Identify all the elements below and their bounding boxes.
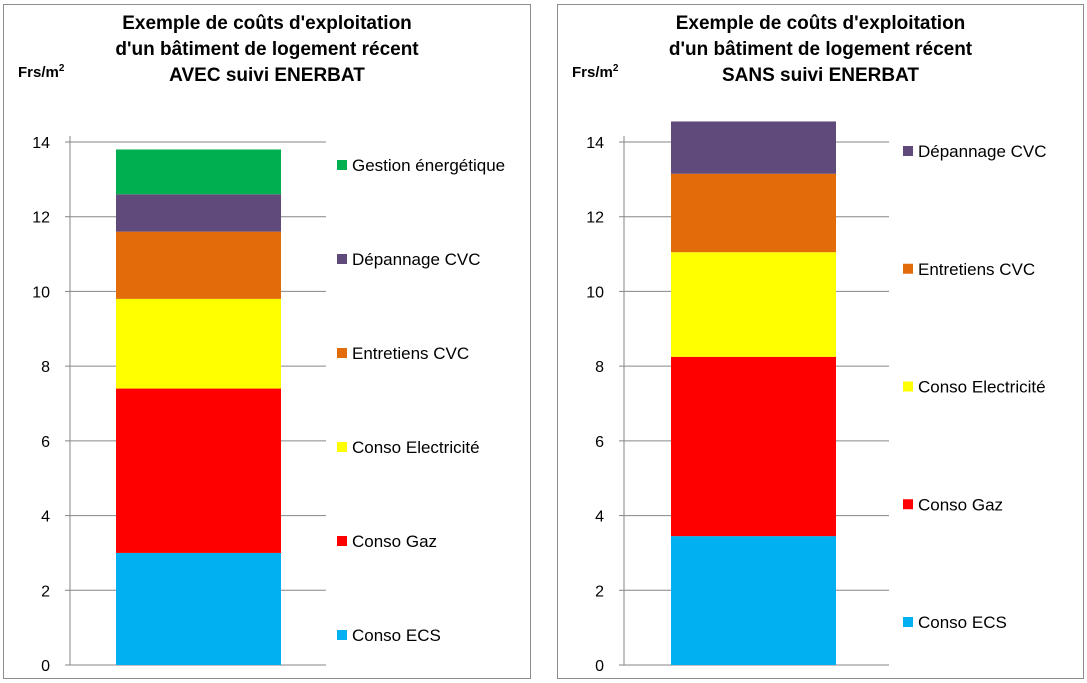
y-tick-label: 6 [41,434,50,451]
y-tick-label: 12 [586,210,604,227]
y-axis-unit: Frs/m2 [572,63,618,81]
chart-title-line-1: Exemple de coûts d'exploitation [122,13,412,34]
bar-segment [671,356,836,537]
legend-label: Conso Electricité [918,378,1046,397]
chart-title-line-2: d'un bâtiment de logement récent [115,39,419,60]
y-tick-label: 6 [595,434,604,451]
legend-swatch [337,254,347,264]
legend-swatch [903,146,913,156]
y-tick-label: 10 [586,284,604,301]
y-tick-label: 8 [595,359,604,376]
y-tick-label: 12 [32,210,50,227]
bar-segment [671,536,836,665]
legend-swatch [337,160,347,170]
chart-title-line-3: AVEC suivi ENERBAT [169,65,365,86]
y-axis-unit-text: Frs/m [18,64,59,81]
y-axis-unit-text: Frs/m [572,64,613,81]
y-tick-label: 2 [595,583,604,600]
chart-title: Exemple de coûts d'exploitation d'un bât… [4,11,530,89]
bar-segment [116,149,281,195]
legend-swatch [337,442,347,452]
legend-label: Dépannage CVC [352,250,481,269]
legend-label: Dépannage CVC [918,142,1047,161]
chart-title: Exemple de coûts d'exploitation d'un bât… [558,11,1083,89]
bar-segment [116,298,281,389]
y-tick-label: 4 [41,509,50,526]
legend-swatch [903,381,913,392]
y-tick-label: 2 [41,583,50,600]
bar-segment [671,121,836,174]
bar-segment [116,231,281,299]
legend-swatch [903,263,913,274]
y-tick-label: 0 [595,658,604,675]
y-tick-label: 8 [41,359,50,376]
legend-label: Conso ECS [918,613,1007,632]
legend-swatch [903,499,913,510]
chart-title-line-1: Exemple de coûts d'exploitation [675,13,966,34]
legend-label: Conso ECS [352,626,441,645]
y-tick-label: 10 [32,284,50,301]
y-tick-label: 14 [586,135,604,152]
y-tick-label: 0 [41,658,50,675]
bar-segment [671,252,836,357]
y-tick-label: 14 [32,135,50,152]
bar-segment [116,388,281,553]
legend-label: Entretiens CVC [918,260,1035,279]
legend-swatch [337,536,347,546]
legend-swatch [337,348,347,358]
legend-label: Conso Gaz [918,495,1003,514]
legend-label: Conso Electricité [352,438,480,457]
stacked-bar-plot-avec: 0 2 4 6 8 10 12 14 Gestion énergétique Dépannage … [32,135,505,675]
chart-title-line-3: SANS suivi ENERBAT [721,65,920,86]
y-tick-label: 4 [595,509,604,526]
legend-label: Entretiens CVC [352,344,469,363]
y-axis-unit-exponent: 2 [612,63,619,74]
legend-swatch [903,617,913,627]
y-axis-unit: Frs/m2 [18,63,64,81]
bar-segment [116,552,281,665]
chart-panel-avec: Exemple de coûts d'exploitation d'un bât… [3,4,531,679]
chart-title-line-2: d'un bâtiment de logement récent [668,39,973,60]
y-axis-unit-exponent: 2 [58,63,65,74]
bar-segment [116,194,281,232]
chart-panel-sans: Exemple de coûts d'exploitation d'un bât… [557,4,1084,679]
bar-segment [671,173,836,253]
stacked-bar-plot-sans: 0 2 4 6 8 10 12 14 Dépannage CVC Entretiens CVC Co… [586,121,1047,675]
legend-label: Conso Gaz [352,532,437,551]
legend-swatch [337,630,347,640]
legend-label: Gestion énergétique [352,156,505,175]
